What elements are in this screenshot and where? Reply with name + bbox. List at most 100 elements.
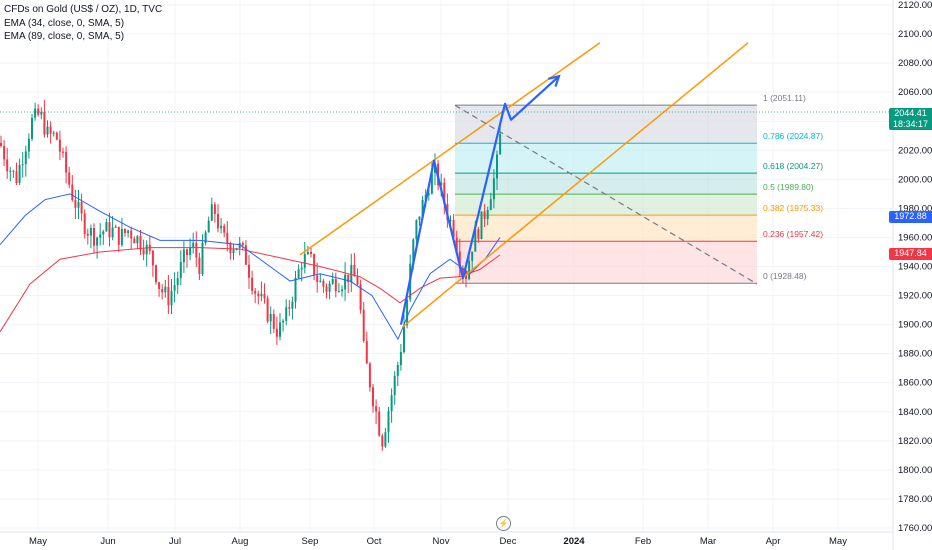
candle-body [93,227,95,246]
candle-body [207,220,210,233]
candle-body [189,247,192,256]
ema89-price-badge: 1947.84 [889,248,932,260]
x-tick-label: Sep [302,536,319,547]
candle-body [179,262,182,279]
candle-body [353,264,356,277]
candle-body [139,236,142,250]
y-tick-label: 1900.00 [898,320,932,331]
candle-body [155,265,157,283]
candle-body [238,242,241,249]
x-tick-label: May [829,536,847,547]
candle-body [62,151,64,153]
fib-zone [455,173,757,195]
ema89-value: 1947.84 [894,248,927,258]
candle-body [244,245,247,265]
candle-body [368,363,371,388]
candle-body [384,432,387,447]
candle-body [108,222,111,238]
candle-body [378,411,381,436]
candle-body [399,352,402,366]
candle-body [350,264,353,283]
fib-zone [455,143,757,174]
y-tick-label: 1920.00 [898,291,932,302]
candle-body [151,250,154,266]
candle-body [192,242,195,248]
fib-level-label: 1 (2051.11) [763,93,806,103]
candle-body [440,182,443,186]
candle-body [427,193,430,196]
candle-body [58,139,61,152]
candle-body [294,277,297,302]
candle-body [288,307,291,309]
candle-body [86,233,89,236]
x-tick-label: Feb [635,536,651,547]
candle-body [170,290,173,306]
x-tick-label: Apr [766,536,781,547]
fib-zone [455,105,757,144]
candle-body [375,406,378,412]
candle-body [77,202,80,208]
candle-body [210,204,213,221]
candle-body [356,276,359,285]
price-axis[interactable]: 1760.00 1780.00 1800.00 1820.00 1840.00 1860.… [892,0,932,550]
y-tick-label: 1760.00 [898,523,932,534]
candle-body [458,251,461,269]
ema-lines [0,193,501,341]
candle-body [124,228,126,234]
candle-body [254,290,257,294]
x-tick-label: Jul [169,536,181,547]
candle-body [269,314,272,322]
candle-body [449,219,452,221]
candle-body [15,171,18,183]
candle-body [492,178,495,200]
candle-body [89,227,92,236]
candle-body [127,230,130,234]
candle-body [483,211,486,220]
candle-body [9,170,12,172]
candle-body [223,225,226,233]
candle-body [257,293,260,297]
candle-body [347,274,350,283]
candle-body [111,227,114,238]
candle-body [0,143,2,146]
candle-body [297,269,300,278]
candle-body [310,251,312,255]
x-tick-label: Oct [367,536,382,547]
candle-body [31,117,33,139]
fib-zone [455,215,757,242]
candle-body [142,249,145,255]
y-tick-label: 1940.00 [898,262,932,273]
candle-body [285,307,288,321]
y-tick-label: 1820.00 [898,436,932,447]
candle-body [303,254,306,268]
candle-body [468,260,471,280]
fib-retracement-zones [455,105,757,284]
candle-body [46,126,49,135]
candle-body [226,232,229,244]
lightning-icon[interactable]: ⚡ [496,516,511,531]
time-axis[interactable]: May Jun Jul Aug Sep Oct Nov Dec 2024 Feb Mar Apr May [0,531,893,547]
candle-body [430,172,433,194]
candle-body [275,328,278,337]
candle-body [176,278,179,285]
candle-body [319,280,322,282]
candle-body [260,293,263,297]
candlestick-series [0,99,502,451]
ema34-legend[interactable]: EMA (34, close, 0, SMA, 5) [4,17,125,29]
candle-body [3,145,6,160]
candle-body [306,251,309,255]
ema34-value: 1972.88 [894,211,927,221]
ema34-price-badge: 1972.88 [889,211,932,223]
candle-body [263,293,266,299]
bar-countdown: 18:34:17 [892,119,929,129]
candle-body [241,242,244,246]
ema89-legend[interactable]: EMA (89, close, 0, SMA, 5) [4,31,125,42]
candle-body [334,278,337,292]
y-tick-label: 1980.00 [898,203,932,214]
candle-body [40,111,43,115]
candle-body [486,209,489,220]
trend-drawings[interactable] [299,42,758,329]
candle-body [272,314,275,329]
symbol-title[interactable]: CFDs on Gold (US$ / OZ), 1D, TVC [4,4,163,15]
